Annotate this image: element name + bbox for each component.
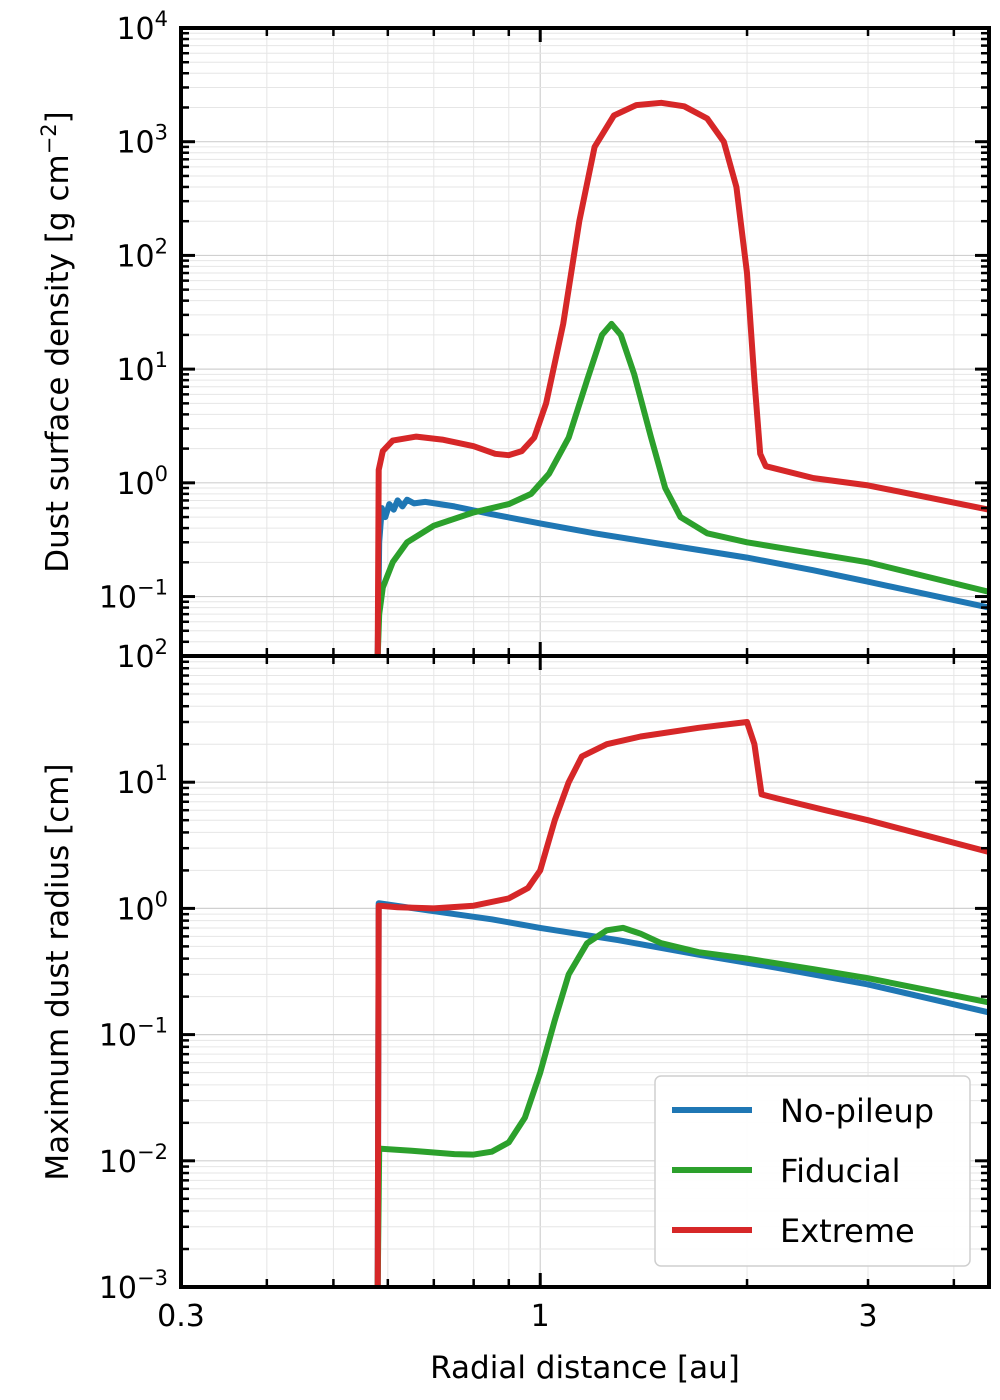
legend-label-no-pileup: No-pileup: [780, 1092, 934, 1130]
top-y-axis-label-main: Dust surface density [g cm: [40, 154, 76, 573]
x-tick-label: 3: [858, 1299, 877, 1334]
y-tick-base: 10: [116, 12, 154, 47]
series-line-fiducial: [374, 320, 989, 656]
top-panel-series: [374, 99, 989, 656]
y-tick-base: 10: [99, 1019, 137, 1054]
y-tick-base: 10: [116, 239, 154, 274]
y-tick-base: 10: [116, 467, 154, 502]
y-tick-exp: 3: [155, 121, 168, 145]
y-tick-exp: 1: [155, 348, 168, 372]
y-tick-base: 10: [116, 640, 154, 675]
top-y-axis-label-sup: −2: [37, 123, 61, 154]
y-tick-label: 10−2: [99, 1140, 168, 1180]
y-tick-label: 101: [116, 761, 168, 801]
y-tick-label: 10−3: [99, 1266, 168, 1306]
legend-label-fiducial: Fiducial: [780, 1152, 901, 1190]
y-tick-exp: 2: [155, 234, 168, 258]
y-tick-label: 101: [116, 348, 168, 388]
y-tick-exp: 1: [155, 761, 168, 785]
y-tick-exp: −1: [137, 576, 168, 600]
y-tick-exp: −3: [137, 1266, 168, 1290]
y-tick-exp: −2: [137, 1140, 168, 1164]
y-tick-label: 100: [116, 462, 168, 502]
y-tick-base: 10: [116, 892, 154, 927]
series-line-extreme: [374, 99, 989, 656]
bottom-panel-series: [374, 719, 989, 1287]
y-tick-exp: 0: [155, 887, 168, 911]
y-tick-label: 100: [116, 887, 168, 927]
top-y-axis-label-end: ]: [40, 111, 76, 123]
y-tick-label: 10−1: [99, 576, 168, 616]
bottom-panel-grid: [180, 655, 989, 1288]
x-axis-label: Radial distance [au]: [430, 1350, 740, 1386]
y-tick-label: 102: [116, 635, 168, 675]
y-tick-base: 10: [116, 126, 154, 161]
y-tick-exp: −1: [137, 1014, 168, 1038]
y-tick-base: 10: [99, 1145, 137, 1180]
series-line-no-pileup: [374, 496, 989, 656]
legend-box: [654, 1075, 971, 1267]
y-tick-label: 10−1: [99, 1014, 168, 1054]
y-tick-label: 104: [116, 7, 168, 47]
legend-label-extreme: Extreme: [780, 1212, 915, 1250]
y-tick-base: 10: [99, 581, 137, 616]
y-tick-exp: 2: [155, 635, 168, 659]
y-tick-exp: 4: [155, 7, 168, 31]
y-tick-exp: 0: [155, 462, 168, 486]
legend: No-pileup Fiducial Extreme: [654, 1075, 971, 1267]
series-line-extreme: [374, 719, 989, 1287]
y-tick-base: 10: [116, 766, 154, 801]
bottom-panel-frame: [179, 654, 991, 1289]
x-tick-label: 1: [531, 1299, 550, 1334]
y-tick-base: 10: [116, 353, 154, 388]
y-tick-base: 10: [99, 1271, 137, 1306]
y-tick-label: 103: [116, 121, 168, 161]
series-line-fiducial: [374, 924, 989, 1287]
y-tick-label: 102: [116, 234, 168, 274]
top-y-axis-label: Dust surface density [g cm−2]: [37, 111, 76, 573]
x-tick-label: 0.3: [157, 1299, 205, 1334]
bottom-y-axis-label: Maximum dust radius [cm]: [40, 763, 76, 1180]
